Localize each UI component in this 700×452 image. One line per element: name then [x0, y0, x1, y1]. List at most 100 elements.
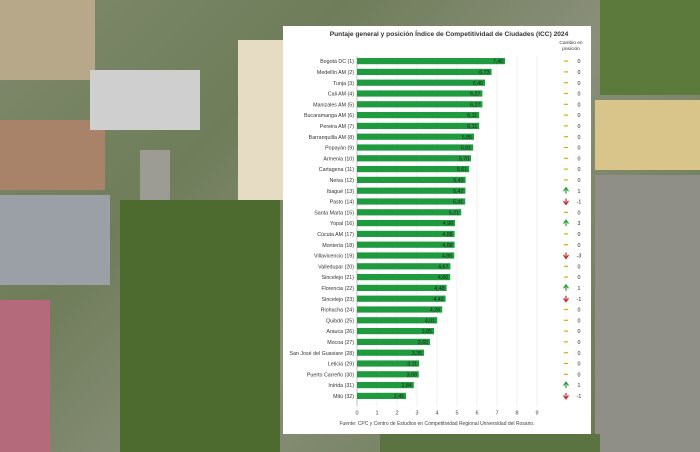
bar	[357, 112, 480, 119]
category-label: Neiva (12)	[330, 178, 355, 184]
value-label: 5,70	[459, 156, 469, 162]
category-label: Villavicencio (19)	[314, 254, 354, 260]
position-change-value: 0	[578, 210, 581, 216]
category-label: Mitú (32)	[333, 394, 354, 400]
category-label: Cúcuta AM (17)	[317, 232, 354, 238]
bar	[357, 295, 446, 302]
bar	[357, 166, 470, 173]
category-label: Medellín AM (2)	[317, 70, 354, 76]
arrow-down-icon	[563, 198, 569, 206]
position-change-value: 1	[578, 286, 581, 292]
bar	[357, 306, 443, 313]
position-change-value: 0	[578, 156, 581, 162]
bar	[357, 198, 466, 205]
position-change-value: 0	[578, 102, 581, 108]
bar	[357, 338, 430, 345]
bar	[357, 209, 462, 216]
bar	[357, 230, 455, 237]
value-label: 5,81	[461, 146, 471, 152]
bar	[357, 284, 447, 291]
category-label: Arauca (26)	[326, 329, 354, 335]
position-change-value: 0	[578, 232, 581, 238]
position-change-value: 0	[578, 329, 581, 335]
category-label: Barranquilla AM (8)	[309, 135, 355, 141]
category-label: Sincelejo (23)	[322, 297, 355, 303]
value-label: 5,42	[453, 189, 463, 195]
position-change-value: 1	[578, 189, 581, 195]
arrow-up-icon	[563, 283, 569, 291]
category-label: Inírida (31)	[328, 383, 354, 389]
value-label: 3,11	[407, 362, 417, 368]
category-label: Mocoa (27)	[327, 340, 354, 346]
category-label: Pasto (14)	[330, 200, 355, 206]
x-tick-label: 5	[455, 411, 458, 417]
category-label: Florencia (22)	[321, 286, 354, 292]
bar	[357, 317, 438, 324]
value-label: 6,11	[467, 113, 477, 119]
value-label: 2,84	[401, 383, 411, 389]
x-tick-label: 4	[435, 411, 438, 417]
x-tick-label: 2	[395, 411, 398, 417]
bar	[357, 58, 505, 65]
x-tick-label: 1	[375, 411, 378, 417]
value-label: 5,61	[457, 167, 467, 173]
position-change-value: 0	[578, 351, 581, 357]
position-change-value: 0	[578, 70, 581, 76]
category-label: Quibdó (25)	[326, 318, 354, 324]
value-label: 4,86	[442, 254, 452, 260]
value-label: 6,27	[470, 102, 480, 108]
category-label: San José del Guaviare (28)	[290, 351, 355, 357]
bar	[357, 101, 483, 108]
value-label: 5,41	[453, 200, 463, 206]
value-label: 7,40	[493, 59, 503, 65]
bar	[357, 220, 455, 227]
value-label: 6,27	[470, 92, 480, 98]
position-change-value: 1	[578, 383, 581, 389]
category-label: Cali AM (4)	[328, 92, 354, 98]
position-change-value: 0	[578, 372, 581, 378]
category-label: Armenia (10)	[323, 156, 354, 162]
value-label: 6,11	[467, 124, 477, 130]
bar	[357, 263, 451, 270]
bar	[357, 371, 419, 378]
value-label: 3,35	[412, 351, 422, 357]
position-change-value: 0	[578, 146, 581, 152]
x-tick-label: 3	[415, 411, 418, 417]
position-change-value: 0	[578, 124, 581, 130]
value-label: 4,88	[442, 232, 452, 238]
category-label: Pereira AM (7)	[320, 124, 354, 130]
position-change-value: 0	[578, 92, 581, 98]
bar	[357, 241, 455, 248]
value-label: 4,67	[438, 264, 448, 270]
value-label: 5,21	[449, 210, 459, 216]
bar	[357, 252, 455, 259]
value-label: 4,01	[425, 318, 435, 324]
position-change-value: 0	[578, 81, 581, 87]
value-label: 4,90	[443, 221, 453, 227]
bar	[357, 349, 424, 356]
bar	[357, 68, 492, 75]
value-label: 6,40	[473, 81, 483, 87]
value-label: 4,26	[430, 308, 440, 314]
category-label: Yopal (16)	[330, 221, 354, 227]
position-change-value: 0	[578, 340, 581, 346]
category-label: Bucaramanga AM (6)	[304, 113, 354, 119]
category-label: Valledupar (20)	[318, 264, 354, 270]
category-label: Montería (18)	[322, 243, 354, 249]
arrow-up-icon	[563, 219, 569, 227]
bar	[357, 155, 471, 162]
category-label: Bogotá DC (1)	[320, 59, 354, 65]
x-tick-label: 0	[355, 411, 358, 417]
value-label: 4,43	[433, 297, 443, 303]
position-change-value: 0	[578, 178, 581, 184]
value-label: 6,73	[479, 70, 489, 76]
category-label: Ibagué (13)	[327, 189, 354, 195]
x-tick-label: 6	[475, 411, 478, 417]
position-change-value: 0	[578, 318, 581, 324]
chart-title: Puntaje general y posición Índice de Com…	[329, 31, 569, 38]
value-label: 3,85	[422, 329, 432, 335]
bar	[357, 176, 466, 183]
position-change-value: 0	[578, 308, 581, 314]
bar	[357, 79, 485, 86]
position-change-value: 0	[578, 167, 581, 173]
